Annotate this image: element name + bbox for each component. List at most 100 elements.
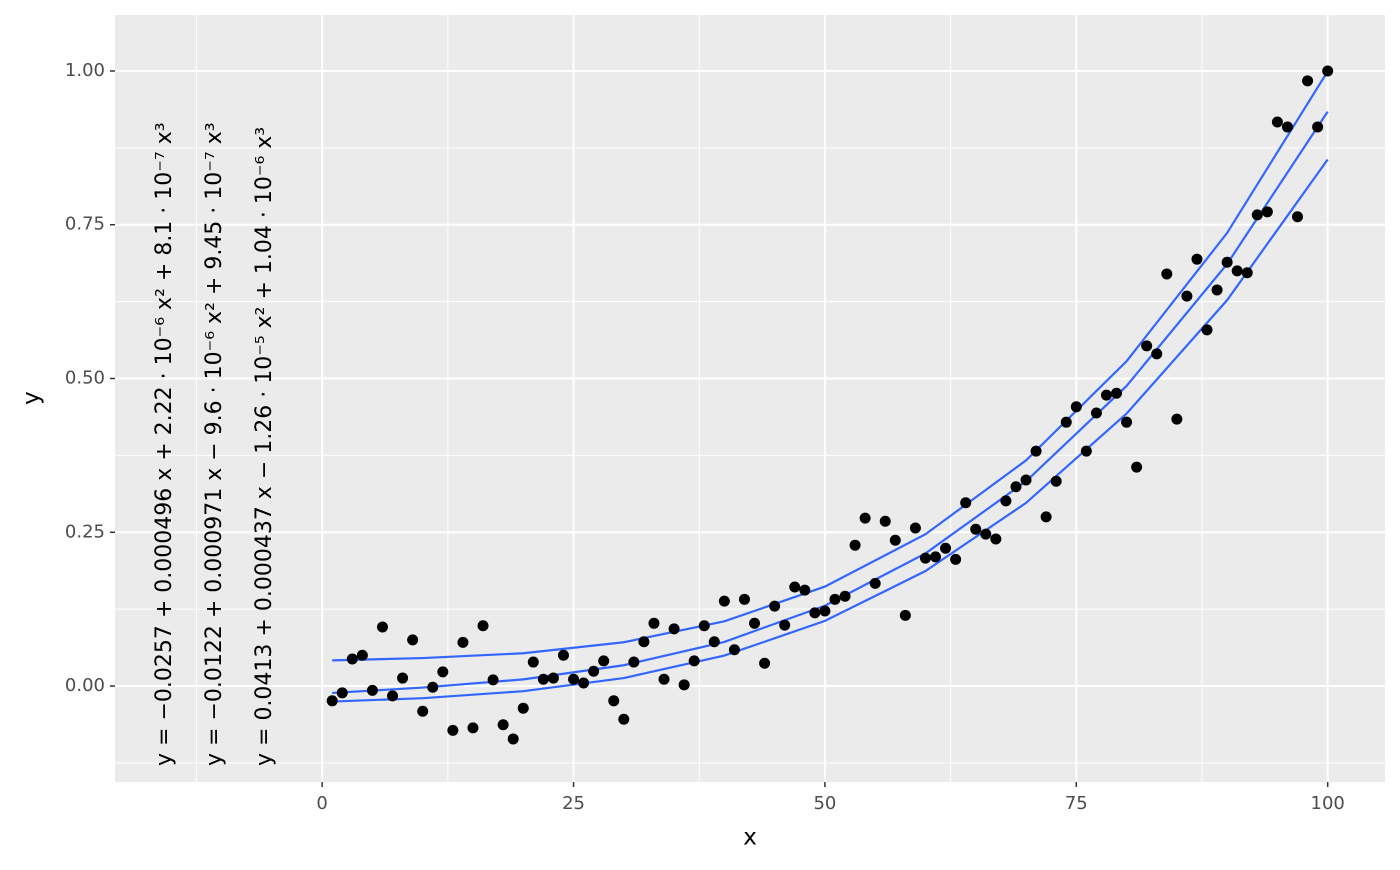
point xyxy=(1251,209,1263,221)
point xyxy=(869,577,881,589)
point xyxy=(789,581,801,593)
point xyxy=(326,695,338,707)
point xyxy=(547,672,559,684)
point xyxy=(970,523,982,535)
point xyxy=(497,719,509,731)
point xyxy=(1161,268,1173,280)
point xyxy=(839,590,851,602)
y-tick-label: 0.25 xyxy=(65,521,105,542)
point xyxy=(387,690,399,702)
point xyxy=(1302,75,1314,87)
point xyxy=(879,515,891,527)
y-tick-label: 0.00 xyxy=(65,675,105,696)
point xyxy=(1231,265,1243,277)
point xyxy=(477,620,489,632)
point xyxy=(980,528,992,540)
point xyxy=(527,656,539,668)
point xyxy=(718,595,730,607)
x-tick-label: 50 xyxy=(813,793,836,814)
point xyxy=(447,724,459,736)
point xyxy=(1271,116,1283,128)
point xyxy=(618,713,630,725)
point xyxy=(678,679,690,691)
point xyxy=(457,636,469,648)
point xyxy=(1221,256,1233,268)
point xyxy=(1040,511,1052,523)
point xyxy=(578,677,590,689)
equation-label: y = −0.0122 + 0.000971 x − 9.6 · 10⁻⁶ x²… xyxy=(202,122,227,766)
point xyxy=(346,653,358,665)
point xyxy=(487,674,499,686)
point xyxy=(859,512,871,524)
point xyxy=(829,593,841,605)
x-tick-label: 25 xyxy=(562,793,585,814)
point xyxy=(417,705,429,717)
point xyxy=(1020,474,1032,486)
point xyxy=(1010,481,1022,493)
point xyxy=(1080,445,1092,457)
point xyxy=(960,497,972,509)
point xyxy=(668,623,680,635)
point xyxy=(1322,65,1334,77)
point xyxy=(356,649,368,661)
point xyxy=(638,636,650,648)
point xyxy=(909,522,921,534)
point xyxy=(738,593,750,605)
point xyxy=(648,617,660,629)
point xyxy=(376,621,388,633)
point xyxy=(728,644,740,656)
point xyxy=(588,665,600,677)
point xyxy=(769,600,781,612)
point xyxy=(608,695,620,707)
point xyxy=(940,542,952,554)
point xyxy=(1281,121,1293,133)
equation-label: y = 0.0413 + 0.000437 x − 1.26 · 10⁻⁵ x²… xyxy=(252,127,277,766)
point xyxy=(799,584,811,596)
marks xyxy=(326,65,1334,745)
point xyxy=(1070,401,1082,413)
point xyxy=(708,636,720,648)
point xyxy=(366,684,378,696)
point xyxy=(1060,416,1072,428)
fit-line xyxy=(332,158,1329,703)
point xyxy=(759,657,771,669)
point xyxy=(899,609,911,621)
point xyxy=(1090,407,1102,419)
point xyxy=(688,655,700,667)
point xyxy=(1030,445,1042,457)
panel xyxy=(115,15,1385,782)
y-axis-title: y xyxy=(19,391,45,405)
point xyxy=(1211,284,1223,296)
point xyxy=(990,533,1002,545)
point xyxy=(1171,413,1183,425)
point xyxy=(427,681,439,693)
x-axis-title: x xyxy=(743,825,757,851)
point xyxy=(919,552,931,564)
point xyxy=(1312,121,1324,133)
y-tick-label: 0.75 xyxy=(65,214,105,235)
point xyxy=(1050,475,1062,487)
point xyxy=(1181,290,1193,302)
point xyxy=(1141,340,1153,352)
point xyxy=(336,687,348,699)
point xyxy=(950,553,962,565)
point xyxy=(568,673,580,685)
point xyxy=(1201,324,1213,336)
point xyxy=(437,666,449,678)
point xyxy=(779,619,791,631)
point xyxy=(849,539,861,551)
point xyxy=(698,620,710,632)
y-tick-label: 0.50 xyxy=(65,368,105,389)
point xyxy=(467,722,479,734)
point xyxy=(1261,206,1273,218)
point xyxy=(1151,348,1163,360)
point xyxy=(889,534,901,546)
point xyxy=(407,634,419,646)
point xyxy=(557,649,569,661)
point xyxy=(819,605,831,617)
point xyxy=(930,551,942,563)
point xyxy=(1191,253,1203,265)
point xyxy=(1241,267,1253,279)
y-tick-label: 1.00 xyxy=(65,60,105,81)
